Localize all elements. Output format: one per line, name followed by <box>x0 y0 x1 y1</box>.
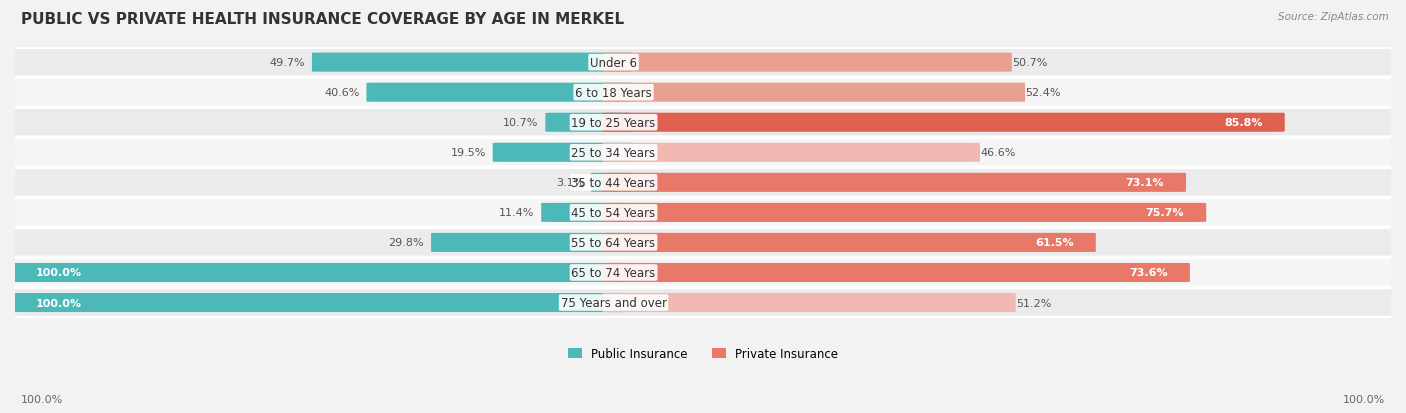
FancyBboxPatch shape <box>546 114 631 133</box>
Text: 73.1%: 73.1% <box>1125 178 1164 188</box>
Text: 51.2%: 51.2% <box>1015 298 1052 308</box>
Text: 6 to 18 Years: 6 to 18 Years <box>575 86 652 100</box>
Text: Source: ZipAtlas.com: Source: ZipAtlas.com <box>1278 12 1389 22</box>
FancyBboxPatch shape <box>603 233 1095 252</box>
FancyBboxPatch shape <box>603 83 1025 102</box>
FancyBboxPatch shape <box>1 48 1405 78</box>
FancyBboxPatch shape <box>603 114 1285 133</box>
FancyBboxPatch shape <box>367 83 631 102</box>
FancyBboxPatch shape <box>1 169 1405 197</box>
Text: 11.4%: 11.4% <box>499 208 534 218</box>
FancyBboxPatch shape <box>1 78 1405 107</box>
Text: 100.0%: 100.0% <box>21 394 63 404</box>
Text: 61.5%: 61.5% <box>1035 238 1074 248</box>
Text: 50.7%: 50.7% <box>1012 58 1047 68</box>
Text: 40.6%: 40.6% <box>325 88 360 98</box>
FancyBboxPatch shape <box>1 228 1405 257</box>
Text: 46.6%: 46.6% <box>980 148 1015 158</box>
FancyBboxPatch shape <box>1 138 1405 167</box>
Text: 25 to 34 Years: 25 to 34 Years <box>571 147 655 159</box>
Text: 55 to 64 Years: 55 to 64 Years <box>571 236 655 249</box>
FancyBboxPatch shape <box>492 143 631 162</box>
Text: 29.8%: 29.8% <box>388 238 425 248</box>
FancyBboxPatch shape <box>312 53 631 73</box>
FancyBboxPatch shape <box>603 203 1206 222</box>
Text: 100.0%: 100.0% <box>35 298 82 308</box>
Text: 52.4%: 52.4% <box>1025 88 1060 98</box>
FancyBboxPatch shape <box>603 173 1187 192</box>
Text: 100.0%: 100.0% <box>35 268 82 278</box>
Text: 19 to 25 Years: 19 to 25 Years <box>571 116 655 129</box>
FancyBboxPatch shape <box>1 288 1405 317</box>
FancyBboxPatch shape <box>541 203 631 222</box>
FancyBboxPatch shape <box>591 173 631 192</box>
Text: 85.8%: 85.8% <box>1225 118 1263 128</box>
FancyBboxPatch shape <box>603 143 980 162</box>
Text: 10.7%: 10.7% <box>503 118 538 128</box>
Text: 73.6%: 73.6% <box>1129 268 1168 278</box>
Text: 19.5%: 19.5% <box>450 148 486 158</box>
Text: 49.7%: 49.7% <box>270 58 305 68</box>
FancyBboxPatch shape <box>432 233 631 252</box>
FancyBboxPatch shape <box>11 263 631 282</box>
Text: PUBLIC VS PRIVATE HEALTH INSURANCE COVERAGE BY AGE IN MERKEL: PUBLIC VS PRIVATE HEALTH INSURANCE COVER… <box>21 12 624 27</box>
FancyBboxPatch shape <box>603 263 1189 282</box>
FancyBboxPatch shape <box>603 53 1012 73</box>
Text: 100.0%: 100.0% <box>1343 394 1385 404</box>
FancyBboxPatch shape <box>1 258 1405 287</box>
FancyBboxPatch shape <box>1 108 1405 138</box>
Text: 35 to 44 Years: 35 to 44 Years <box>571 176 655 190</box>
Text: 65 to 74 Years: 65 to 74 Years <box>571 266 655 279</box>
Text: 75 Years and over: 75 Years and over <box>561 296 666 309</box>
FancyBboxPatch shape <box>11 293 631 312</box>
Legend: Public Insurance, Private Insurance: Public Insurance, Private Insurance <box>568 347 838 361</box>
Text: 3.1%: 3.1% <box>555 178 583 188</box>
FancyBboxPatch shape <box>1 198 1405 228</box>
Text: 45 to 54 Years: 45 to 54 Years <box>571 206 655 219</box>
Text: Under 6: Under 6 <box>591 57 637 69</box>
Text: 75.7%: 75.7% <box>1146 208 1184 218</box>
FancyBboxPatch shape <box>603 293 1015 312</box>
